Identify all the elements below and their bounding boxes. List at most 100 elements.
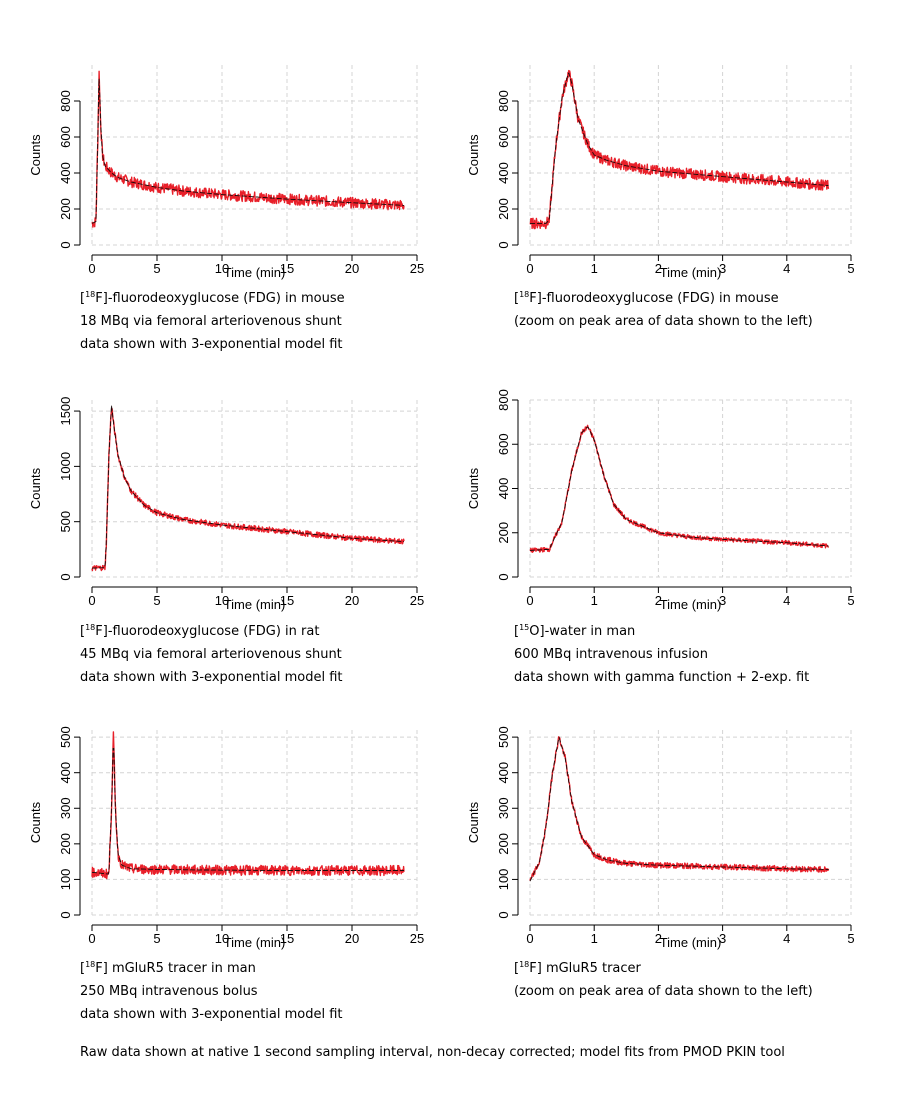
caption-fdg-mouse-zoom: [18F]-fluorodeoxyglucose (FDG) in mouse … bbox=[514, 290, 813, 330]
y-tick-label: 0 bbox=[496, 911, 511, 918]
x-tick-label: 4 bbox=[783, 261, 790, 276]
x-tick-label: 4 bbox=[783, 931, 790, 946]
series-fit-line bbox=[529, 736, 829, 882]
x-tick-label: 2 bbox=[655, 931, 662, 946]
x-tick-label: 5 bbox=[847, 593, 854, 608]
x-tick-label: 2 bbox=[655, 261, 662, 276]
grid bbox=[529, 399, 852, 578]
x-tick-label: 0 bbox=[526, 931, 533, 946]
y-tick-label: 0 bbox=[58, 241, 73, 248]
grid bbox=[91, 400, 418, 578]
y-tick-label: 400 bbox=[496, 478, 511, 500]
series-data-line bbox=[91, 70, 405, 228]
series-fit-line bbox=[530, 426, 829, 551]
y-tick-label: 600 bbox=[496, 433, 511, 455]
x-axis-label: Time (min) bbox=[660, 597, 722, 612]
x-tick-label: 5 bbox=[847, 931, 854, 946]
x-tick-label: 0 bbox=[88, 261, 95, 276]
series-data-line bbox=[529, 69, 830, 230]
x-tick-label: 20 bbox=[345, 931, 359, 946]
chart-fdg-mouse: 0 5 10 15 20 25 0 200 400 600 800 Time (min) Counts bbox=[0, 0, 450, 290]
y-tick-label: 100 bbox=[58, 869, 73, 891]
y-tick-label: 800 bbox=[496, 389, 511, 411]
x-tick-label: 3 bbox=[719, 261, 726, 276]
x-tick-label: 25 bbox=[410, 261, 424, 276]
y-tick-label: 200 bbox=[58, 833, 73, 855]
series-fit-line bbox=[530, 72, 829, 224]
x-tick-label: 0 bbox=[88, 931, 95, 946]
chart-fdg-rat: 0 5 10 15 20 25 0 500 1000 1500 Time (min) Counts bbox=[0, 340, 450, 620]
y-axis-label: Counts bbox=[28, 467, 43, 509]
y-tick-label: 0 bbox=[58, 573, 73, 580]
x-tick-label: 3 bbox=[719, 931, 726, 946]
y-axis-label: Counts bbox=[466, 801, 481, 843]
grid bbox=[91, 65, 418, 246]
grid bbox=[529, 65, 852, 246]
x-axis-label: Time (min) bbox=[224, 935, 286, 950]
y-axis-label: Counts bbox=[466, 467, 481, 509]
y-tick-label: 500 bbox=[496, 726, 511, 748]
x-axis-label: Time (min) bbox=[660, 935, 722, 950]
series-fit-line bbox=[91, 405, 404, 569]
y-tick-label: 200 bbox=[496, 198, 511, 220]
x-tick-label: 0 bbox=[88, 593, 95, 608]
caption-mglur5-man: [18F] mGluR5 tracer in man 250 MBq intra… bbox=[80, 960, 343, 1023]
x-tick-label: 10 bbox=[215, 593, 229, 608]
caption-fdg-mouse: [18F]-fluorodeoxyglucose (FDG) in mouse … bbox=[80, 290, 345, 353]
grid bbox=[529, 730, 852, 916]
caption-fdg-rat: [18F]-fluorodeoxyglucose (FDG) in rat 45… bbox=[80, 623, 343, 686]
y-tick-label: 0 bbox=[496, 573, 511, 580]
x-tick-label: 1 bbox=[591, 931, 598, 946]
y-tick-label: 1500 bbox=[58, 397, 73, 426]
y-tick-label: 300 bbox=[496, 797, 511, 819]
x-tick-label: 15 bbox=[280, 593, 294, 608]
x-tick-label: 2 bbox=[655, 593, 662, 608]
x-axis-label: Time (min) bbox=[224, 597, 286, 612]
y-tick-label: 800 bbox=[58, 90, 73, 112]
y-tick-label: 200 bbox=[58, 198, 73, 220]
chart-mglur5-zoom: 0 1 2 3 4 5 0 100 200 300 400 500 Time (min) Counts bbox=[450, 670, 901, 960]
x-tick-label: 15 bbox=[280, 261, 294, 276]
x-tick-label: 25 bbox=[410, 593, 424, 608]
x-tick-label: 5 bbox=[153, 261, 160, 276]
y-tick-label: 200 bbox=[496, 833, 511, 855]
x-axis-label: Time (min) bbox=[660, 265, 722, 280]
x-tick-label: 20 bbox=[345, 593, 359, 608]
y-axis-label: Counts bbox=[466, 134, 481, 176]
y-tick-label: 100 bbox=[496, 869, 511, 891]
x-tick-label: 1 bbox=[591, 593, 598, 608]
y-tick-label: 800 bbox=[496, 90, 511, 112]
y-tick-label: 500 bbox=[58, 726, 73, 748]
y-tick-label: 500 bbox=[58, 511, 73, 533]
x-tick-label: 5 bbox=[847, 261, 854, 276]
y-tick-label: 300 bbox=[58, 797, 73, 819]
y-tick-label: 0 bbox=[58, 911, 73, 918]
caption-water-man: [15O]-water in man 600 MBq intravenous i… bbox=[514, 623, 810, 686]
y-tick-label: 0 bbox=[496, 241, 511, 248]
chart-mglur5-man: 0 5 10 15 20 25 0 100 200 300 400 500 Time (min) Coun… bbox=[0, 670, 450, 960]
y-axis-label: Counts bbox=[28, 801, 43, 843]
x-tick-label: 15 bbox=[280, 931, 294, 946]
y-tick-label: 1000 bbox=[58, 452, 73, 481]
series-data-line bbox=[91, 407, 405, 572]
x-tick-label: 20 bbox=[345, 261, 359, 276]
footer-note: Raw data shown at native 1 second sampli… bbox=[80, 1045, 785, 1060]
x-axis-label: Time (min) bbox=[224, 265, 286, 280]
x-tick-label: 3 bbox=[719, 593, 726, 608]
y-tick-label: 600 bbox=[58, 126, 73, 148]
y-tick-label: 600 bbox=[496, 126, 511, 148]
series-data-line bbox=[91, 731, 405, 880]
y-tick-label: 400 bbox=[496, 162, 511, 184]
x-tick-label: 5 bbox=[153, 931, 160, 946]
y-tick-label: 400 bbox=[58, 162, 73, 184]
x-tick-label: 5 bbox=[153, 593, 160, 608]
caption-mglur5-zoom: [18F] mGluR5 tracer (zoom on peak area o… bbox=[514, 960, 813, 1000]
chart-water-man: 0 1 2 3 4 5 0 200 400 600 800 Time (min) Counts bbox=[450, 340, 901, 620]
x-tick-label: 10 bbox=[215, 931, 229, 946]
chart-fdg-mouse-zoom: 0 1 2 3 4 5 0 200 400 600 800 Time (min) Counts bbox=[450, 0, 901, 290]
y-axis-label: Counts bbox=[28, 134, 43, 176]
x-tick-label: 1 bbox=[591, 261, 598, 276]
y-tick-label: 400 bbox=[496, 762, 511, 784]
x-tick-label: 10 bbox=[215, 261, 229, 276]
x-tick-label: 25 bbox=[410, 931, 424, 946]
